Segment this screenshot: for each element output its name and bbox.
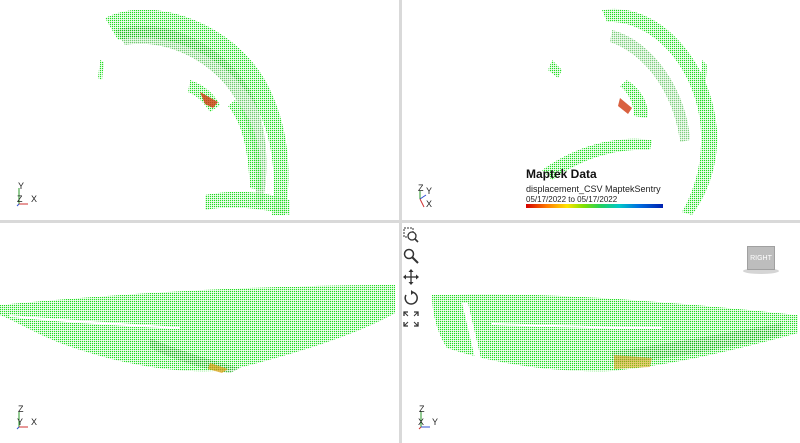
viewport-top-right[interactable]: Maptek Data displacement_CSV MaptekSentr… xyxy=(402,0,800,220)
axis-triad-icon xyxy=(419,191,427,208)
rotate-button[interactable] xyxy=(402,289,420,307)
axis-label-out: X xyxy=(418,417,425,427)
axis-label-up: Z xyxy=(418,183,424,193)
fit-extents-icon xyxy=(403,311,419,327)
axis-label-up: Z xyxy=(419,404,425,414)
zoom-button[interactable] xyxy=(402,247,420,265)
legend-subtitle: displacement_CSV MaptekSentry xyxy=(526,184,661,194)
legend: Maptek Data displacement_CSV MaptekSentr… xyxy=(526,167,676,208)
axis-triad: Z Y X xyxy=(14,403,54,433)
navigation-toolbar xyxy=(402,226,420,331)
view-cube[interactable]: RIGHT xyxy=(743,246,779,274)
view-cube-compass-ring[interactable] xyxy=(743,268,779,274)
zoom-region-icon xyxy=(403,227,419,243)
point-cloud-oblique[interactable] xyxy=(402,0,800,220)
axis-label-right: X xyxy=(31,417,38,427)
axis-label-right: Y xyxy=(432,417,439,427)
fit-extents-button[interactable] xyxy=(402,310,420,328)
axis-triad-icon xyxy=(16,188,28,207)
viewport-top-left[interactable]: Y Z X xyxy=(0,0,399,220)
viewport-divider-horizontal[interactable] xyxy=(0,220,800,223)
pan-arrows-icon xyxy=(403,269,419,285)
pan-button[interactable] xyxy=(402,268,420,286)
axis-label-out: Z xyxy=(17,194,23,204)
magnifier-icon xyxy=(403,248,419,264)
axis-triad: Z Y X xyxy=(414,183,454,213)
legend-date-range: 05/17/2022 to 05/17/2022 xyxy=(526,195,618,204)
point-cloud-side[interactable] xyxy=(402,223,800,443)
axis-label-up: Z xyxy=(18,404,24,414)
axis-label-right: X xyxy=(31,194,38,204)
axis-triad-icon xyxy=(16,411,28,430)
axis-label-up: Y xyxy=(18,181,25,191)
legend-color-ramp xyxy=(526,204,663,208)
axis-triad: Z X Y xyxy=(414,403,454,433)
axis-label-out: Y xyxy=(17,417,24,427)
axis-label-mid: Y xyxy=(426,186,433,196)
viewport-bottom-left[interactable]: Z Y X xyxy=(0,223,399,443)
axis-label-bottom: X xyxy=(426,199,433,209)
zoom-region-button[interactable] xyxy=(402,226,420,244)
rotate-icon xyxy=(404,290,418,305)
viewport-bottom-right[interactable]: Z X Y xyxy=(402,223,800,443)
axis-triad: Y Z X xyxy=(14,180,54,210)
axis-triad-icon xyxy=(418,411,430,430)
view-cube-face[interactable]: RIGHT xyxy=(747,246,775,270)
point-cloud-front[interactable] xyxy=(0,223,399,443)
point-cloud-plan[interactable] xyxy=(0,0,399,220)
legend-title: Maptek Data xyxy=(526,167,597,181)
